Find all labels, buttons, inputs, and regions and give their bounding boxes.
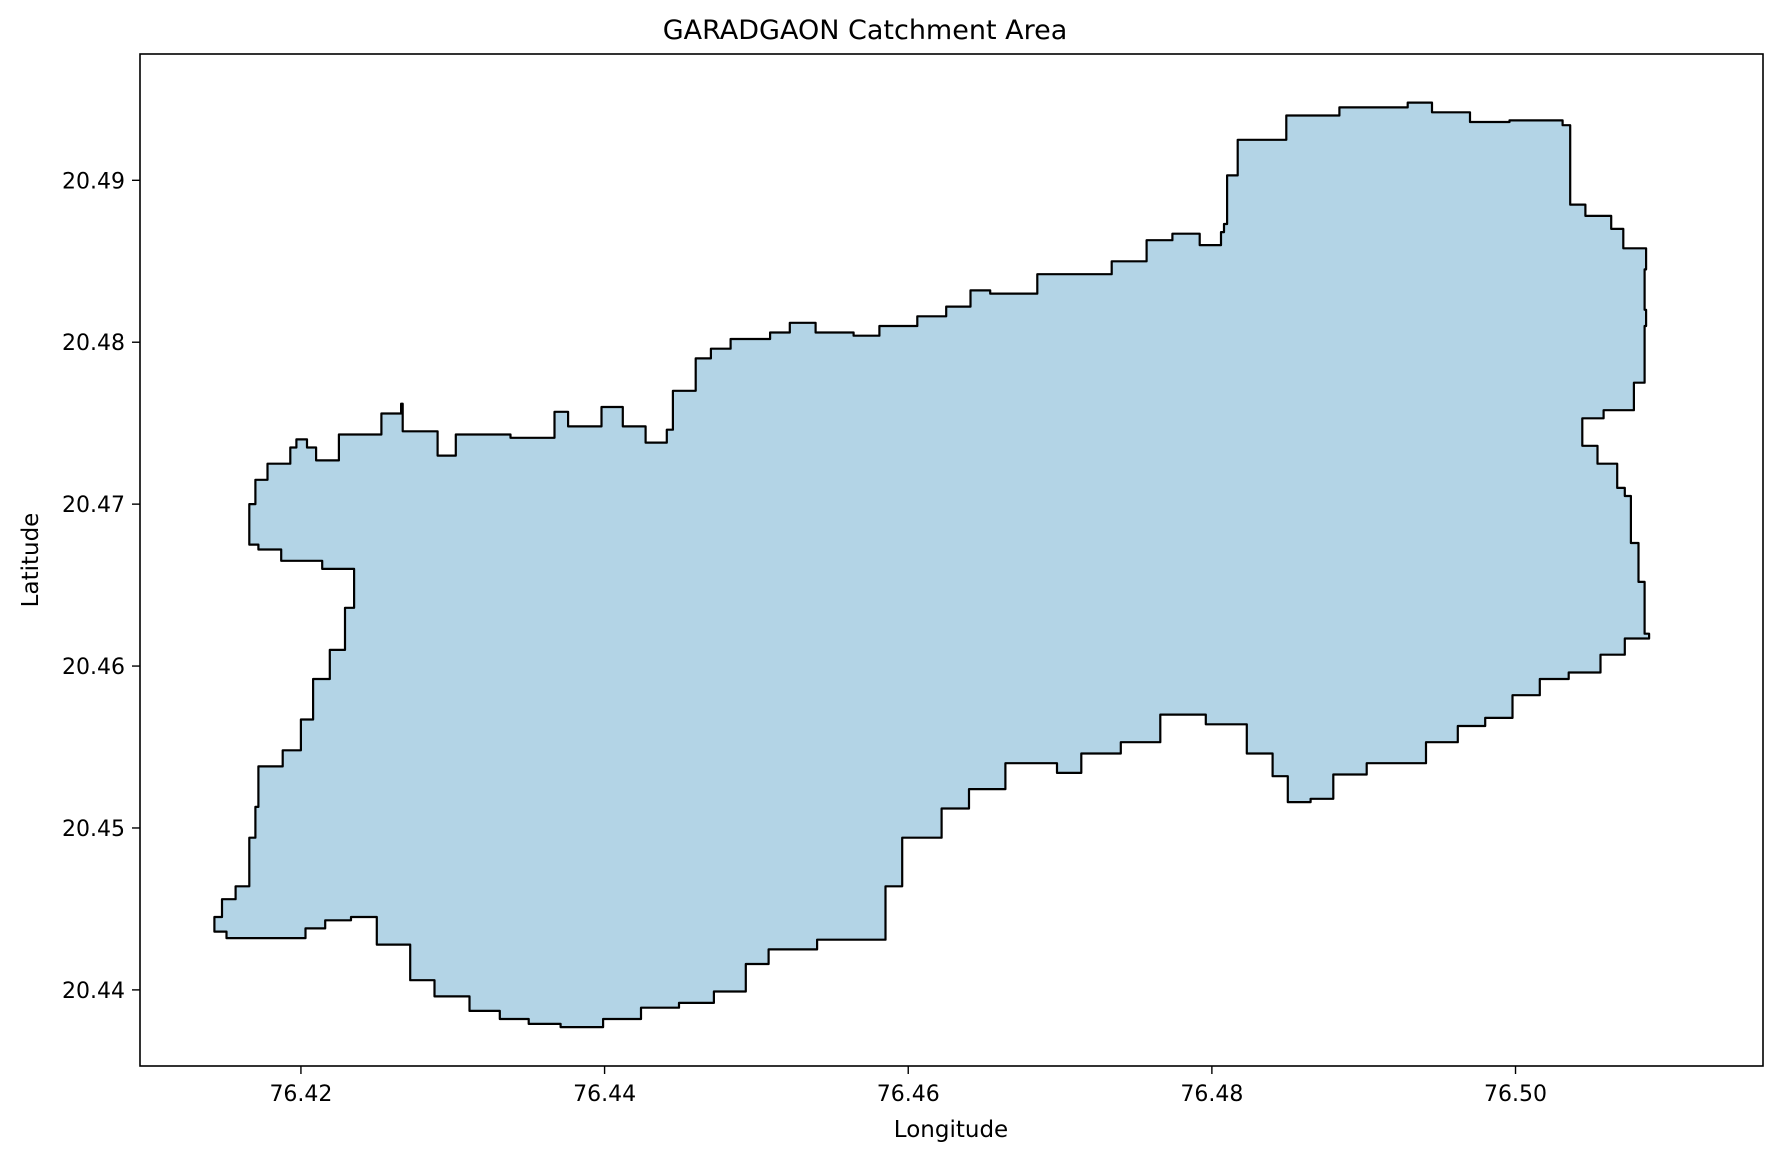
y-tick-label: 20.46 xyxy=(62,655,125,680)
x-tick-label: 76.48 xyxy=(1180,1082,1243,1107)
y-tick-label: 20.48 xyxy=(62,331,125,356)
y-tick-label: 20.45 xyxy=(62,817,125,842)
y-tick-label: 20.49 xyxy=(62,169,125,194)
y-tick-label: 20.47 xyxy=(62,493,125,518)
x-tick-label: 76.46 xyxy=(877,1082,940,1107)
x-tick-label: 76.42 xyxy=(269,1082,332,1107)
y-tick-label: 20.44 xyxy=(62,979,125,1004)
x-tick-label: 76.50 xyxy=(1484,1082,1547,1107)
x-axis-ticks: 76.42 76.44 76.46 76.48 76.50 xyxy=(269,1066,1547,1107)
catchment-polygon xyxy=(213,101,1651,1029)
x-tick-label: 76.44 xyxy=(573,1082,636,1107)
map-title: GARADGAON Catchment Area xyxy=(663,15,1068,46)
y-axis-ticks: 20.44 20.45 20.46 20.47 20.48 20.49 xyxy=(62,169,140,1004)
y-axis-label: Latitude xyxy=(18,513,44,608)
x-axis-label: Longitude xyxy=(894,1117,1008,1143)
plot-frame xyxy=(139,53,1764,1067)
